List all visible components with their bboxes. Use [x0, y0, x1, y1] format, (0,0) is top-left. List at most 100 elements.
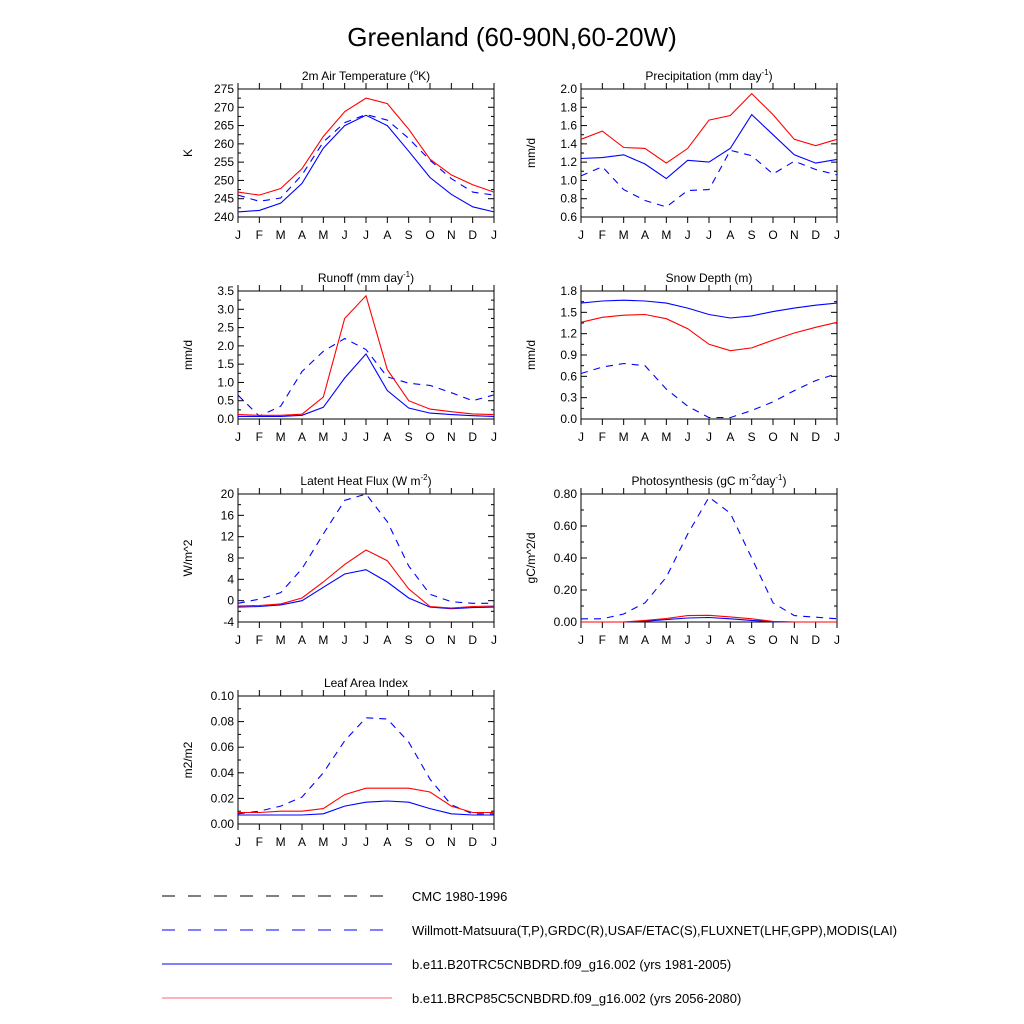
x-tick-label: D: [811, 430, 820, 444]
y-tick-label: 0.6: [560, 210, 577, 224]
y-axis-label: K: [181, 149, 195, 157]
x-tick-label: J: [578, 633, 584, 647]
x-tick-label: S: [405, 835, 413, 849]
series-line-run2: [237, 294, 495, 416]
x-tick-label: F: [599, 430, 606, 444]
y-tick-label: 245: [214, 192, 234, 206]
x-tick-label: F: [256, 633, 263, 647]
y-tick-label: 0.0: [217, 412, 234, 426]
x-tick-label: J: [685, 228, 691, 242]
y-tick-label: 0.04: [211, 766, 235, 780]
y-tick-label: -4: [223, 615, 234, 629]
legend-label: Willmott-Matsuura(T,P),GRDC(R),USAF/ETAC…: [412, 923, 897, 938]
x-tick-label: A: [383, 835, 391, 849]
series-line-obs: [237, 493, 494, 604]
figure-title: Greenland (60-90N,60-20W): [347, 22, 677, 52]
plot-frame: [580, 493, 838, 623]
panel-title: Latent Heat Flux (W m-2): [300, 473, 431, 488]
x-tick-label: F: [256, 228, 263, 242]
y-tick-label: 4: [227, 572, 234, 586]
x-tick-label: N: [447, 835, 456, 849]
y-tick-label: 1.8: [560, 284, 577, 298]
y-tick-label: 0.5: [217, 394, 234, 408]
y-axis-label: W/m^2: [181, 539, 195, 576]
x-tick-label: S: [748, 633, 756, 647]
x-tick-label: J: [706, 430, 712, 444]
y-tick-label: 0.00: [211, 817, 235, 831]
x-tick-label: M: [276, 430, 286, 444]
x-tick-label: O: [768, 228, 777, 242]
plot-frame: [237, 493, 495, 623]
x-tick-label: M: [661, 430, 671, 444]
x-tick-label: F: [599, 228, 606, 242]
panel-title: 2m Air Temperature (oK): [302, 68, 430, 83]
y-tick-label: 260: [214, 137, 234, 151]
x-tick-label: F: [256, 430, 263, 444]
panel-1: Precipitation (mm day-1) 0.6 0.8 1.0 1.2 1.4 1…: [524, 68, 840, 242]
x-tick-label: J: [834, 430, 840, 444]
series-line-run2: [580, 313, 838, 352]
y-tick-label: 1.5: [560, 305, 577, 319]
panel-3: Snow Depth (m)0.00.30.60.91.21.51.8J F M A M…: [524, 271, 840, 444]
x-tick-label: A: [641, 633, 649, 647]
x-tick-label: M: [318, 835, 328, 849]
y-tick-label: 3.5: [217, 284, 234, 298]
series-line-obs: [237, 717, 494, 815]
y-tick-label: 1.6: [560, 119, 577, 133]
series-line-run2: [238, 787, 494, 814]
x-tick-label: J: [363, 633, 369, 647]
y-tick-label: 0.40: [554, 551, 578, 565]
y-tick-label: 255: [214, 155, 234, 169]
panel-2: Runoff (mm day-1) 0.0 0.5 1.0 1.5 2.0 2.5 3.0 3.…: [181, 270, 497, 444]
x-tick-label: N: [447, 228, 456, 242]
x-tick-label: O: [425, 430, 434, 444]
x-tick-label: A: [298, 835, 306, 849]
y-tick-label: 1.0: [560, 173, 577, 187]
x-tick-label: O: [425, 228, 434, 242]
y-tick-label: 0.06: [211, 740, 235, 754]
y-tick-label: 0.80: [554, 487, 578, 501]
y-tick-label: 0.3: [560, 391, 577, 405]
y-tick-label: 0.6: [560, 369, 577, 383]
y-tick-label: 0.8: [560, 192, 577, 206]
x-tick-label: M: [276, 835, 286, 849]
series-line-run1: [580, 299, 838, 319]
panel-0: 2m Air Temperature (oK) 240 245 250 255 260 26…: [181, 68, 497, 242]
y-tick-label: 0: [227, 594, 234, 608]
x-tick-label: J: [491, 228, 497, 242]
x-tick-label: O: [425, 633, 434, 647]
panel-title: Precipitation (mm day-1): [645, 68, 772, 83]
y-tick-label: 0.08: [211, 715, 235, 729]
x-tick-label: O: [768, 430, 777, 444]
plot-frame: [237, 88, 495, 218]
legend-label: CMC 1980-1996: [412, 889, 507, 904]
plot-frame: [237, 290, 495, 420]
y-tick-label: 0.20: [554, 583, 578, 597]
x-tick-label: M: [619, 430, 629, 444]
x-tick-label: J: [706, 228, 712, 242]
x-tick-label: J: [834, 633, 840, 647]
x-tick-label: J: [235, 633, 241, 647]
x-tick-label: A: [726, 430, 734, 444]
y-tick-label: 2.5: [217, 321, 234, 335]
x-tick-label: D: [468, 835, 477, 849]
x-tick-label: A: [383, 633, 391, 647]
x-tick-label: O: [768, 633, 777, 647]
panel-title: Leaf Area Index: [324, 676, 408, 690]
y-tick-label: 0.0: [560, 412, 577, 426]
y-tick-label: 1.0: [217, 375, 234, 389]
x-tick-label: F: [256, 835, 263, 849]
y-tick-label: 1.4: [560, 137, 577, 151]
plot-frame: [237, 695, 495, 825]
y-tick-label: 16: [221, 508, 235, 522]
x-tick-label: O: [425, 835, 434, 849]
x-tick-label: M: [661, 633, 671, 647]
panel-title: Snow Depth (m): [666, 271, 753, 285]
y-tick-label: 0.02: [211, 791, 235, 805]
y-tick-label: 0.60: [554, 519, 578, 533]
series-line-obs: [580, 362, 838, 419]
series-line-run1: [237, 569, 495, 610]
x-tick-label: N: [790, 228, 799, 242]
